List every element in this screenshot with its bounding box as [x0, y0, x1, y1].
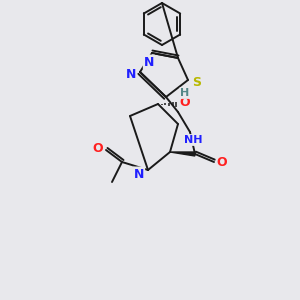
- Text: N: N: [144, 56, 154, 68]
- Text: H: H: [180, 88, 190, 98]
- Text: NH: NH: [184, 135, 202, 145]
- Text: O: O: [180, 97, 190, 110]
- Text: O: O: [93, 142, 103, 155]
- Polygon shape: [170, 152, 195, 156]
- Text: N: N: [134, 167, 144, 181]
- Text: N: N: [126, 68, 136, 80]
- Text: S: S: [193, 76, 202, 88]
- Text: O: O: [217, 157, 227, 169]
